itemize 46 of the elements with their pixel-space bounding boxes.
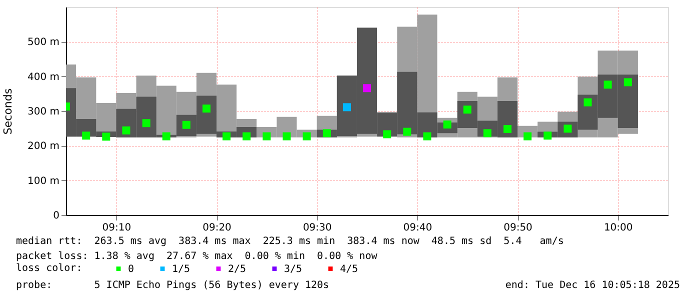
x-tick-label: 09:40 [403,222,432,234]
point [383,130,392,138]
point [504,125,512,134]
legend-title: loss color: [16,263,82,274]
x-tick-label: 09:20 [202,222,232,234]
x-tick-label: 09:30 [302,222,332,234]
point [142,119,150,128]
point [483,129,492,138]
point [584,98,592,106]
y-axis-title: Seconds [1,88,14,135]
text: end: Tue Dec 16 10:05:18 2025 [505,280,680,291]
text: packet loss: 1.38 % avg 27.67 % max 0.00 % min 0.00 % now [16,251,378,262]
point [423,132,432,140]
point [524,132,532,140]
point [363,84,371,92]
text: probe: 5 ICMP Echo Pings (56 Bytes) every 120s [16,280,330,291]
y-tick-label: 500 m [27,37,60,48]
point [544,132,552,140]
y-tick-label: 300 m [27,106,60,118]
legend-label: 2/5 [228,264,246,275]
point [604,80,612,89]
point [202,104,211,113]
point [302,132,311,140]
point [322,129,331,138]
point [122,126,130,134]
x-tick-label: 09:10 [102,222,132,234]
point [403,128,412,136]
y-tick-label: 400 m [27,72,60,83]
y-tick-label: 100 m [27,176,60,187]
text: median rtt: 263.5 ms avg 383.4 ms max 225.3 ms min 383.4 ms now 48.5 ms sd 5.4 am/s [16,236,564,247]
legend-label: 1/5 [172,264,190,275]
point [162,132,170,140]
point [463,106,472,114]
point [82,132,90,140]
x-tick-label: 10:00 [604,222,633,234]
point [342,103,351,112]
x-tick-label: 09:50 [504,222,532,234]
point [624,78,632,86]
point [102,132,110,141]
legend-label: 0 [128,264,134,275]
point [222,132,231,140]
point [282,132,291,140]
legend-label: 4/5 [340,264,358,275]
legend-label: 3/5 [284,264,302,275]
y-tick-label: 200 m [27,141,60,152]
y-tick-label: 0 [53,210,60,222]
